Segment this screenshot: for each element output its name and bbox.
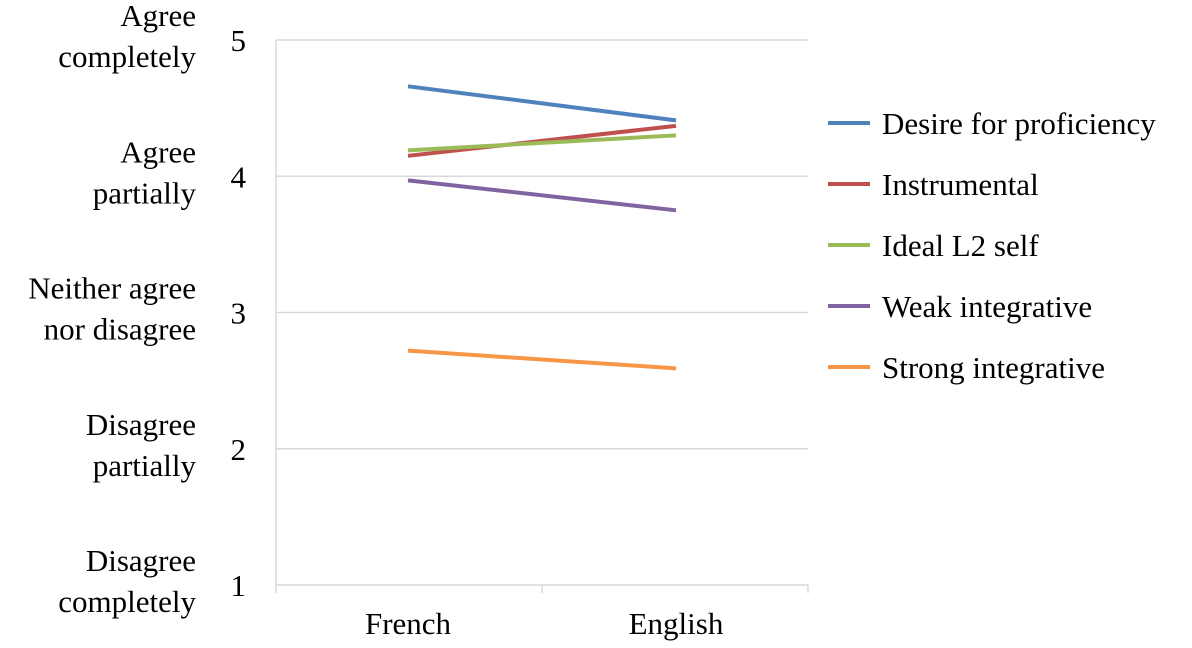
gridlines [276,39,808,450]
scale-label-line: completely [58,39,196,74]
scale-label-line: Agree [120,134,196,169]
legend: Desire for proficiency Instrumental Ideal … [828,106,1156,385]
legend-label: Weak integrative [882,289,1092,324]
series-line-strong-integrative [407,348,677,371]
x-tick-labels: French English [365,606,724,641]
axes [275,40,809,593]
series-lines [407,84,677,371]
y-tick-label: 4 [231,159,247,194]
x-tick-label: French [365,606,452,641]
y-tick-label: 2 [231,432,247,467]
series-line-instrumental [407,123,677,158]
y-tick-label: 1 [231,568,247,603]
legend-label: Desire for proficiency [882,106,1156,141]
scale-label-line: partially [93,448,197,483]
x-tick-label: English [629,606,724,641]
scale-label-line: completely [58,584,196,619]
series-line-ideal-l2-self [407,133,677,153]
y-tick-label: 5 [231,23,247,58]
y-tick-label: 3 [231,296,247,331]
series-line-weak-integrative [407,178,677,213]
legend-label: Instrumental [882,167,1039,202]
scale-label-line: partially [93,175,197,210]
scale-label-line: nor disagree [44,312,196,347]
scale-label-line: Disagree [86,543,196,578]
scale-labels: Agree completely Agree partially Neither agr… [28,0,196,619]
y-tick-labels: 1 2 3 4 5 [231,23,247,603]
series-line-desire-for-proficiency [407,84,677,123]
legend-label: Strong integrative [882,350,1105,385]
legend-label: Ideal L2 self [882,228,1039,263]
scale-label-line: Disagree [86,407,196,442]
scale-label-line: Agree [120,0,196,33]
scale-label-line: Neither agree [28,271,196,306]
